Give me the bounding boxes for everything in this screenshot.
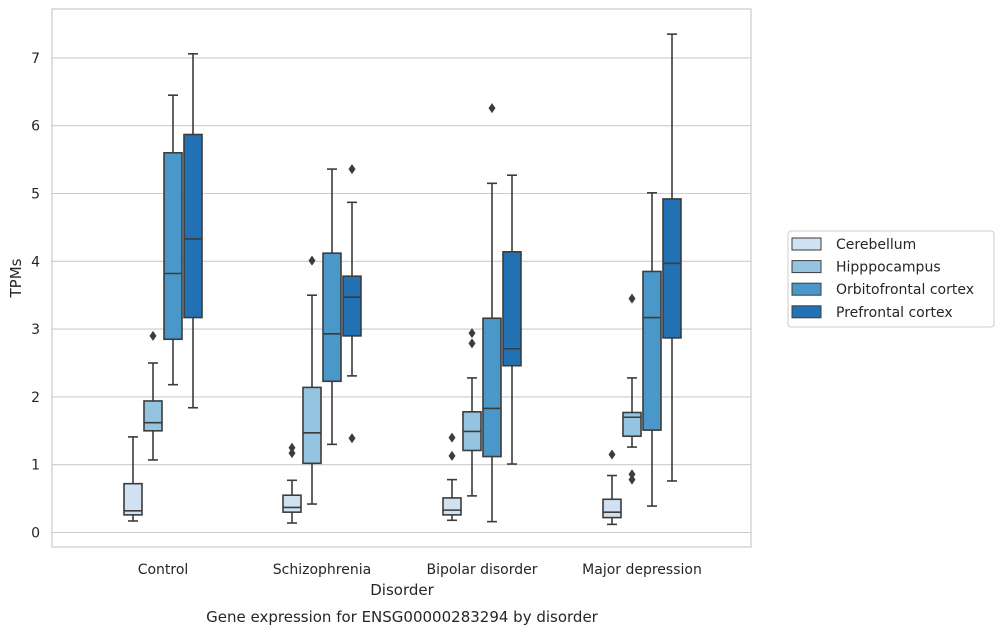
box-bipolar-disorder-hipppocampus: [462, 328, 482, 497]
box-bipolar-disorder-cerebellum: [442, 432, 462, 522]
x-tick-label: Major depression: [582, 562, 702, 578]
legend-label: Prefrontal cortex: [836, 305, 953, 321]
legend-swatch: [791, 305, 822, 319]
box-iqr: [442, 497, 462, 516]
x-tick-label: Schizophrenia: [273, 562, 371, 578]
box-control-hipppocampus: [143, 330, 163, 461]
box-bipolar-disorder-orbitofrontal-cortex: [482, 103, 502, 523]
legend-item: Prefrontal cortex: [791, 305, 953, 321]
y-tick-label: 4: [31, 254, 40, 270]
legend-swatch: [791, 282, 822, 296]
box-control-orbitofrontal-cortex: [163, 94, 183, 386]
legend: Cerebellum Hipppocampus Orbitofrontal cort…: [787, 230, 995, 328]
y-tick-label: 2: [31, 390, 40, 406]
box-iqr: [123, 482, 143, 516]
legend-swatch: [791, 260, 822, 274]
box-major-depression-cerebellum: [602, 449, 622, 526]
box-iqr: [482, 317, 502, 458]
outlier-point: [288, 442, 296, 453]
outlier-point: [448, 450, 456, 461]
y-tick-label: 0: [31, 526, 40, 542]
x-axis-title: Disorder: [370, 581, 434, 599]
box-schizophrenia-prefrontal-cortex: [342, 164, 362, 444]
box-iqr: [322, 252, 342, 383]
outlier-point: [628, 474, 636, 485]
y-tick-label: 7: [31, 51, 40, 67]
y-tick-labels: 0 1 2 3 4 5 6 7: [31, 51, 40, 542]
boxes: [123, 33, 682, 526]
box-major-depression-prefrontal-cortex: [662, 33, 682, 482]
box-major-depression-orbitofrontal-cortex: [642, 192, 662, 507]
box-iqr: [502, 251, 522, 367]
box-iqr: [642, 270, 662, 431]
y-tick-label: 6: [31, 119, 40, 135]
outlier-point: [288, 448, 296, 459]
outlier-point: [468, 328, 476, 339]
outlier-point: [448, 432, 456, 443]
x-tick-label: Bipolar disorder: [426, 562, 537, 578]
legend-item: Orbitofrontal cortex: [791, 282, 974, 298]
box-bipolar-disorder-prefrontal-cortex: [502, 174, 522, 465]
y-tick-label: 3: [31, 322, 40, 338]
box-schizophrenia-orbitofrontal-cortex: [322, 168, 342, 446]
box-iqr: [282, 494, 302, 513]
box-schizophrenia-cerebellum: [282, 442, 302, 524]
box-iqr: [622, 411, 642, 438]
legend-label: Cerebellum: [836, 237, 916, 253]
outlier-point: [149, 330, 157, 341]
y-axis-title: TPMs: [7, 258, 25, 298]
outlier-point: [348, 164, 356, 175]
outlier-point: [308, 255, 316, 266]
box-schizophrenia-hipppocampus: [302, 255, 322, 505]
box-iqr: [163, 152, 183, 341]
legend-item: Cerebellum: [791, 237, 916, 253]
box-control-cerebellum: [123, 436, 143, 522]
box-iqr: [342, 275, 362, 337]
legend-frame: [787, 230, 995, 328]
box-iqr: [143, 400, 163, 432]
outlier-point: [628, 293, 636, 304]
outlier-point: [468, 338, 476, 349]
box-iqr: [602, 498, 622, 519]
outlier-point: [608, 449, 616, 460]
legend-label: Orbitofrontal cortex: [836, 282, 974, 298]
y-tick-label: 1: [31, 458, 40, 474]
x-tick-label: Control: [138, 562, 189, 578]
legend-label: Hipppocampus: [836, 260, 941, 276]
outlier-point: [348, 433, 356, 444]
legend-swatch: [791, 237, 822, 251]
y-tick-label: 5: [31, 187, 40, 203]
x-tick-labels: Control Schizophrenia Bipolar disorder Majo…: [138, 562, 702, 578]
box-major-depression-hipppocampus: [622, 293, 642, 485]
box-iqr: [662, 198, 682, 339]
box-iqr: [183, 133, 203, 319]
chart-caption: Gene expression for ENSG00000283294 by d…: [206, 608, 599, 626]
outlier-point: [628, 469, 636, 480]
outlier-point: [488, 103, 496, 114]
legend-item: Hipppocampus: [791, 260, 941, 276]
box-control-prefrontal-cortex: [183, 53, 203, 409]
box-iqr: [302, 386, 322, 465]
